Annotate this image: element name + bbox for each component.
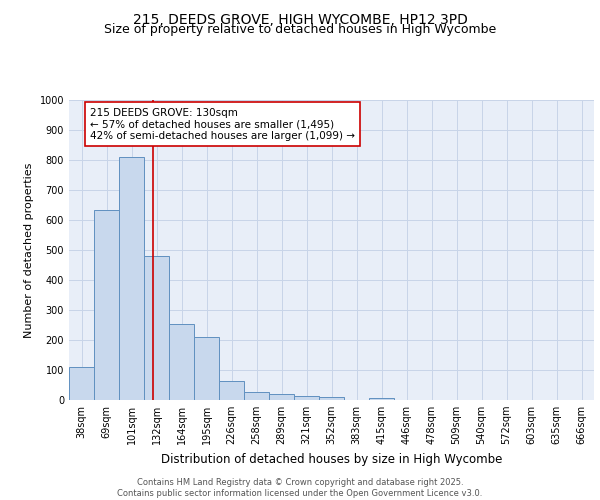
Bar [144,256,169,400]
Bar [369,398,394,400]
Text: Size of property relative to detached houses in High Wycombe: Size of property relative to detached ho… [104,22,496,36]
Text: Contains HM Land Registry data © Crown copyright and database right 2025.
Contai: Contains HM Land Registry data © Crown c… [118,478,482,498]
Bar [244,392,269,400]
Bar [319,397,344,400]
Bar [169,324,194,400]
Bar [119,157,144,400]
Bar [269,394,294,400]
Bar [69,367,94,400]
X-axis label: Distribution of detached houses by size in High Wycombe: Distribution of detached houses by size … [161,452,502,466]
Bar [219,382,244,400]
Text: 215 DEEDS GROVE: 130sqm
← 57% of detached houses are smaller (1,495)
42% of semi: 215 DEEDS GROVE: 130sqm ← 57% of detache… [90,108,355,140]
Text: 215, DEEDS GROVE, HIGH WYCOMBE, HP12 3PD: 215, DEEDS GROVE, HIGH WYCOMBE, HP12 3PD [133,12,467,26]
Bar [294,396,319,400]
Bar [194,337,219,400]
Y-axis label: Number of detached properties: Number of detached properties [24,162,34,338]
Bar [94,210,119,400]
